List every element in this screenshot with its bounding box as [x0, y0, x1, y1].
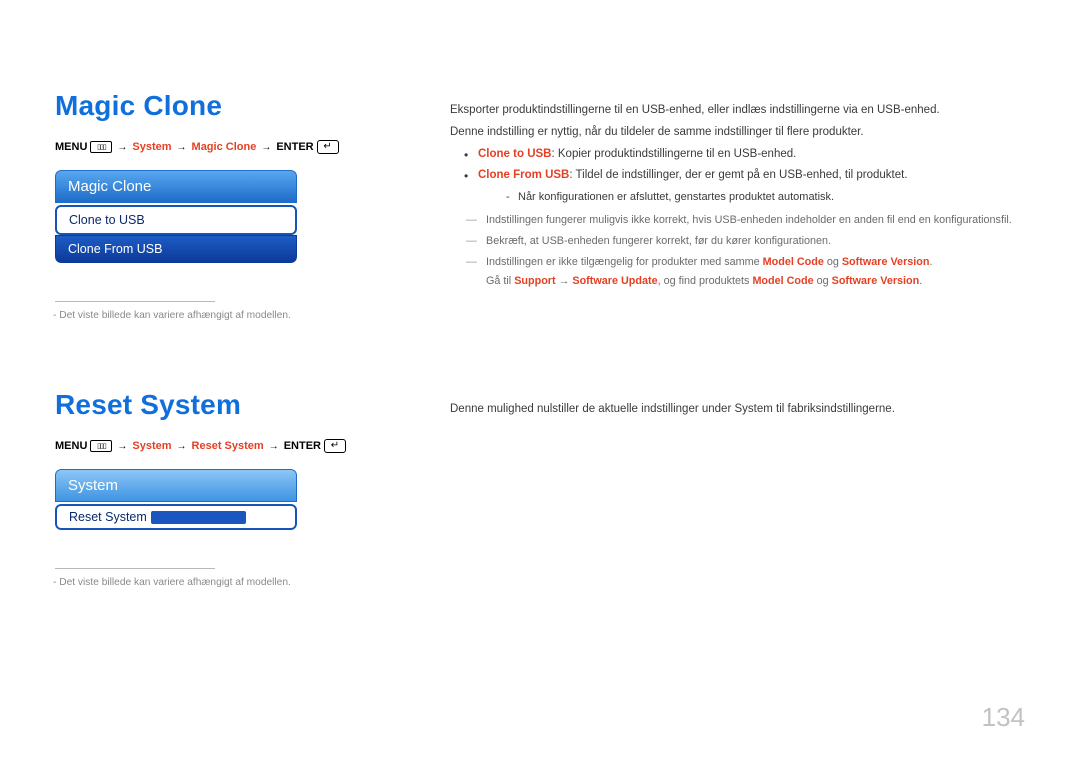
sub-note: Når konfigurationen er afsluttet, gensta…	[478, 189, 1025, 206]
note-line: Indstillingen er ikke tilgængelig for pr…	[450, 254, 1025, 289]
arrow-icon: →	[115, 142, 129, 153]
breadcrumb-menu-label: MENU	[55, 440, 87, 452]
menu-row-reset-system: Reset System	[55, 504, 297, 530]
note-text: og	[824, 256, 842, 268]
note-text: .	[919, 275, 922, 287]
arrow-icon: →	[115, 441, 129, 452]
body-line: Eksporter produktindstillingerne til en …	[450, 102, 1025, 120]
menu-row-clone-to-usb: Clone to USB	[55, 205, 297, 235]
breadcrumb-menu-label: MENU	[55, 141, 87, 153]
menu-row-label: Reset System	[69, 510, 147, 524]
magic-clone-menu-mock: Magic Clone Clone to USB Clone From USB	[55, 170, 297, 263]
note-text: og	[814, 275, 832, 287]
menu-header: Magic Clone	[55, 170, 297, 203]
note-hl: Software Update	[572, 275, 657, 287]
note-line: Bekræft, at USB-enheden fungerer korrekt…	[450, 233, 1025, 250]
arrow-icon: →	[259, 142, 273, 153]
breadcrumb-system: System	[132, 440, 171, 452]
reset-system-heading: Reset System	[55, 389, 450, 421]
menu-icon: ▯▯▯	[90, 440, 112, 452]
reset-system-menu-mock: System Reset System	[55, 469, 297, 530]
bullet-text: : Kopier produktindstillingerne til en U…	[551, 148, 796, 160]
body-line: Denne mulighed nulstiller de aktuelle in…	[450, 401, 1025, 419]
note-hl: Software Version	[842, 256, 930, 268]
body-line: Denne indstilling er nyttig, når du tild…	[450, 124, 1025, 142]
bullet-clone-to-usb: Clone to USB: Kopier produktindstillinge…	[450, 146, 1025, 164]
footnote-rule	[55, 301, 215, 302]
arrow-icon: →	[175, 142, 189, 153]
breadcrumb-magic-clone-label: Magic Clone	[192, 141, 257, 153]
reset-system-body: Denne mulighed nulstiller de aktuelle in…	[450, 389, 1025, 588]
enter-icon: ↵	[317, 140, 339, 154]
breadcrumb-reset-system-label: Reset System	[192, 440, 264, 452]
footnote-text: Det viste billede kan variere afhængigt …	[55, 310, 450, 321]
bullet-label: Clone to USB	[478, 148, 551, 160]
bullet-label: Clone From USB	[478, 169, 569, 181]
note-hl: Model Code	[752, 275, 813, 287]
note-text: , og find produktets	[658, 275, 753, 287]
arrow-icon: →	[556, 275, 573, 287]
breadcrumb-magic-clone: MENU ▯▯▯ → System → Magic Clone → ENTER …	[55, 140, 450, 154]
enter-icon: ↵	[324, 439, 346, 453]
arrow-icon: →	[267, 441, 281, 452]
footnote-rule	[55, 568, 215, 569]
progress-bar	[151, 511, 246, 524]
menu-row-clone-from-usb: Clone From USB	[55, 235, 297, 263]
menu-header: System	[55, 469, 297, 502]
breadcrumb-system: System	[132, 141, 171, 153]
note-line: Indstillingen fungerer muligvis ikke kor…	[450, 212, 1025, 229]
breadcrumb-enter-label: ENTER	[284, 440, 321, 452]
note-hl: Model Code	[763, 256, 824, 268]
footnote-text: Det viste billede kan variere afhængigt …	[55, 577, 450, 588]
note-text: Gå til	[486, 275, 514, 287]
page-number: 134	[982, 702, 1025, 733]
breadcrumb-enter-label: ENTER	[276, 141, 313, 153]
note-text: Indstillingen er ikke tilgængelig for pr…	[486, 256, 763, 268]
bullet-text: : Tildel de indstillinger, der er gemt p…	[569, 169, 907, 181]
note-text: .	[929, 256, 932, 268]
menu-icon: ▯▯▯	[90, 141, 112, 153]
arrow-icon: →	[175, 441, 189, 452]
note-hl: Software Version	[832, 275, 920, 287]
bullet-clone-from-usb: Clone From USB: Tildel de indstillinger,…	[450, 167, 1025, 206]
note-hl: Support	[514, 275, 555, 287]
magic-clone-body: Eksporter produktindstillingerne til en …	[450, 90, 1025, 321]
magic-clone-heading: Magic Clone	[55, 90, 450, 122]
breadcrumb-reset-system: MENU ▯▯▯ → System → Reset System → ENTER…	[55, 439, 450, 453]
